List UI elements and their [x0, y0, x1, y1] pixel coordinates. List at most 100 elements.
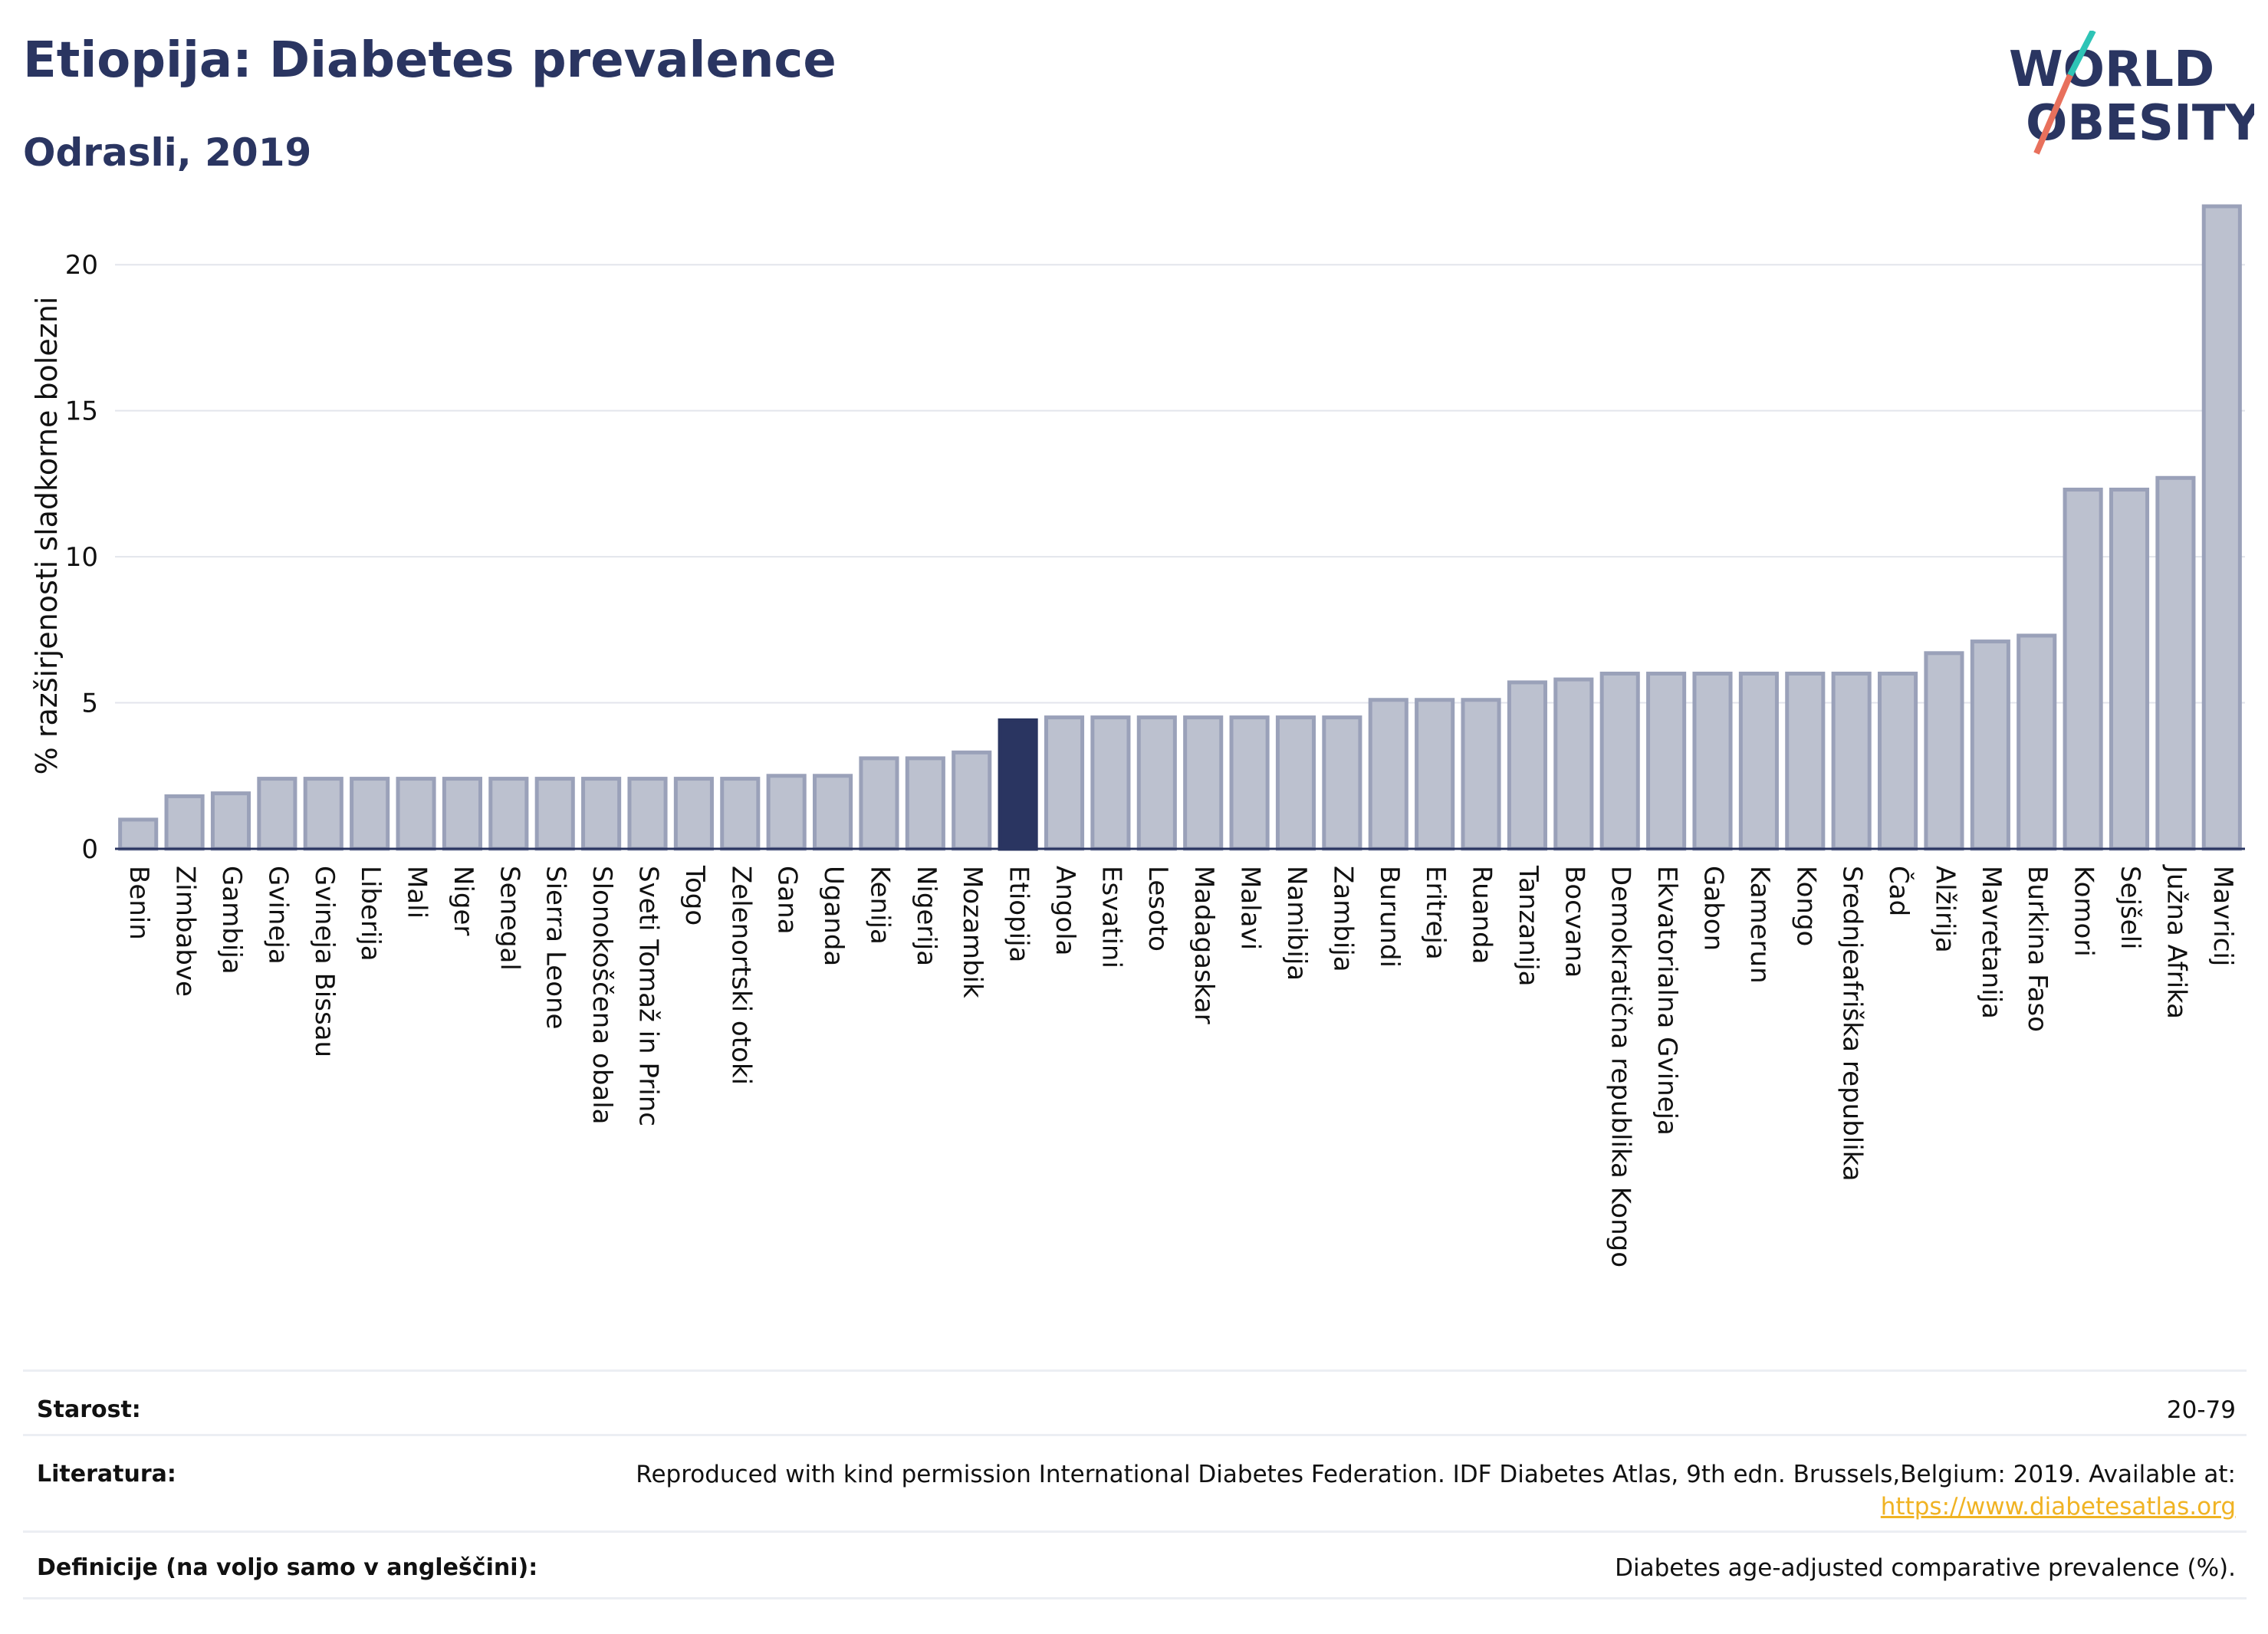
logo-slash-teal	[2067, 31, 2096, 77]
page-subtitle: Odrasli, 2019	[23, 130, 312, 175]
source-link[interactable]: https://www.diabetesatlas.org	[1880, 1493, 2236, 1521]
x-tick-label: Sierra Leone	[541, 866, 571, 1029]
x-tick-label: Tanzanija	[1513, 865, 1543, 986]
bar	[1785, 671, 1826, 851]
x-tick-label: Senegal	[494, 866, 524, 971]
bar	[1646, 671, 1687, 851]
x-tick-label: Ruanda	[1467, 866, 1497, 964]
x-tick-label: Etiopija	[1004, 866, 1034, 962]
x-tick-label: Južna Afrika	[2161, 864, 2191, 1019]
page-title: Etiopija: Diabetes prevalence	[23, 32, 837, 89]
x-tick-label: Sejšeli	[2115, 866, 2145, 949]
x-tick-label: Zambija	[1327, 866, 1358, 972]
x-tick-label: Namibija	[1281, 866, 1312, 981]
bar	[118, 817, 159, 851]
diabetes-bar-chart: 0 5 10 15 20% razširjenosti sladkorne bolezn…	[30, 204, 2245, 1267]
x-tick-label: Slonokoščena obala	[587, 866, 617, 1124]
x-tick-label: Zimbabve	[170, 866, 201, 997]
logo-slash-coral	[2033, 74, 2073, 155]
x-tick-label: Sveti Tomaž in Princ	[633, 866, 664, 1126]
bar	[859, 756, 899, 851]
definition-label: Definicije (na voljo samo v angleščini):	[37, 1554, 538, 1581]
bar	[1229, 715, 1270, 851]
x-tick-label: Burkina Faso	[2022, 866, 2053, 1032]
y-tick-label: 5	[81, 689, 98, 719]
x-tick-label: Bocvana	[1559, 866, 1589, 978]
x-tick-label: Alžirija	[1929, 866, 1960, 953]
x-tick-label: Mavricij	[2207, 866, 2238, 966]
bar	[1507, 680, 1547, 851]
bar	[1738, 671, 1779, 851]
x-tick-label: Nigerija	[911, 866, 942, 966]
source-label: Literatura:	[37, 1461, 176, 1488]
bar	[1924, 651, 1964, 851]
logo-line1: WORLD	[2009, 41, 2214, 98]
bar	[396, 777, 436, 851]
bar	[952, 750, 992, 851]
definition-value: Diabetes age-adjusted comparative preval…	[1615, 1554, 2236, 1582]
x-tick-label: Srednjeafriška republika	[1837, 866, 1868, 1182]
bar	[1136, 715, 1177, 851]
x-tick-label: Niger	[448, 866, 478, 935]
bar	[673, 777, 714, 851]
bar	[1183, 715, 1224, 851]
bar	[2155, 475, 2196, 851]
bar	[2017, 633, 2057, 851]
y-tick-label: 15	[65, 396, 98, 427]
x-tick-label: Lesoto	[1142, 866, 1173, 952]
x-tick-label: Uganda	[818, 866, 849, 966]
bar	[813, 774, 853, 851]
bar	[998, 718, 1038, 851]
bar	[1322, 715, 1362, 851]
bar	[1831, 671, 1872, 851]
age-label: Starost:	[37, 1396, 141, 1423]
x-tick-label: Gvineja Bissau	[309, 866, 340, 1057]
x-tick-label: Angola	[1050, 866, 1080, 955]
bar	[1275, 715, 1316, 851]
info-row-definition: Definicije (na voljo samo v angleščini):…	[23, 1530, 2247, 1599]
bar	[1878, 671, 1918, 851]
x-tick-label: Komori	[2069, 866, 2099, 957]
x-tick-label: Mozambik	[957, 866, 988, 998]
x-tick-label: Burundi	[1374, 866, 1405, 968]
bar	[164, 794, 205, 851]
bar	[1415, 698, 1455, 851]
x-tick-label: Kenija	[864, 866, 895, 945]
x-tick-label: Gvineja	[262, 866, 293, 965]
bar	[1044, 715, 1085, 851]
bar	[1090, 715, 1131, 851]
x-tick-label: Madagaskar	[1188, 866, 1219, 1024]
x-tick-label: Mavretanija	[1976, 866, 2007, 1019]
y-tick-label: 0	[81, 834, 98, 865]
x-tick-label: Gana	[772, 866, 803, 935]
bar	[905, 756, 945, 851]
bar	[1692, 671, 1733, 851]
bar	[1970, 639, 2010, 851]
x-tick-label: Togo	[679, 865, 710, 925]
bar	[1553, 677, 1594, 851]
bar	[210, 791, 251, 851]
bar	[627, 777, 668, 851]
bar	[2063, 488, 2103, 851]
bar	[534, 777, 575, 851]
bar	[720, 777, 761, 851]
bar	[581, 777, 622, 851]
bar	[350, 777, 390, 851]
bar	[257, 777, 297, 851]
x-tick-label: Kamerun	[1744, 866, 1775, 984]
bar	[1461, 698, 1501, 851]
x-tick-label: Benin	[123, 866, 154, 940]
info-row-age: Starost: 20-79	[23, 1369, 2247, 1436]
x-tick-label: Demokratična republika Kongo	[1606, 866, 1636, 1267]
logo-line2: OBESITY	[2026, 95, 2254, 152]
x-tick-label: Gabon	[1698, 866, 1729, 951]
x-tick-label: Eritreja	[1420, 866, 1451, 960]
x-tick-label: Čad	[1883, 866, 1915, 916]
bar	[1599, 671, 1640, 851]
y-tick-label: 10	[65, 542, 98, 573]
x-tick-label: Zelenortski otoki	[725, 866, 756, 1085]
source-value: Reproduced with kind permission Internat…	[636, 1461, 2236, 1488]
x-tick-label: Esvatini	[1096, 866, 1126, 968]
bar	[766, 774, 807, 851]
x-tick-label: Mali	[402, 866, 432, 919]
